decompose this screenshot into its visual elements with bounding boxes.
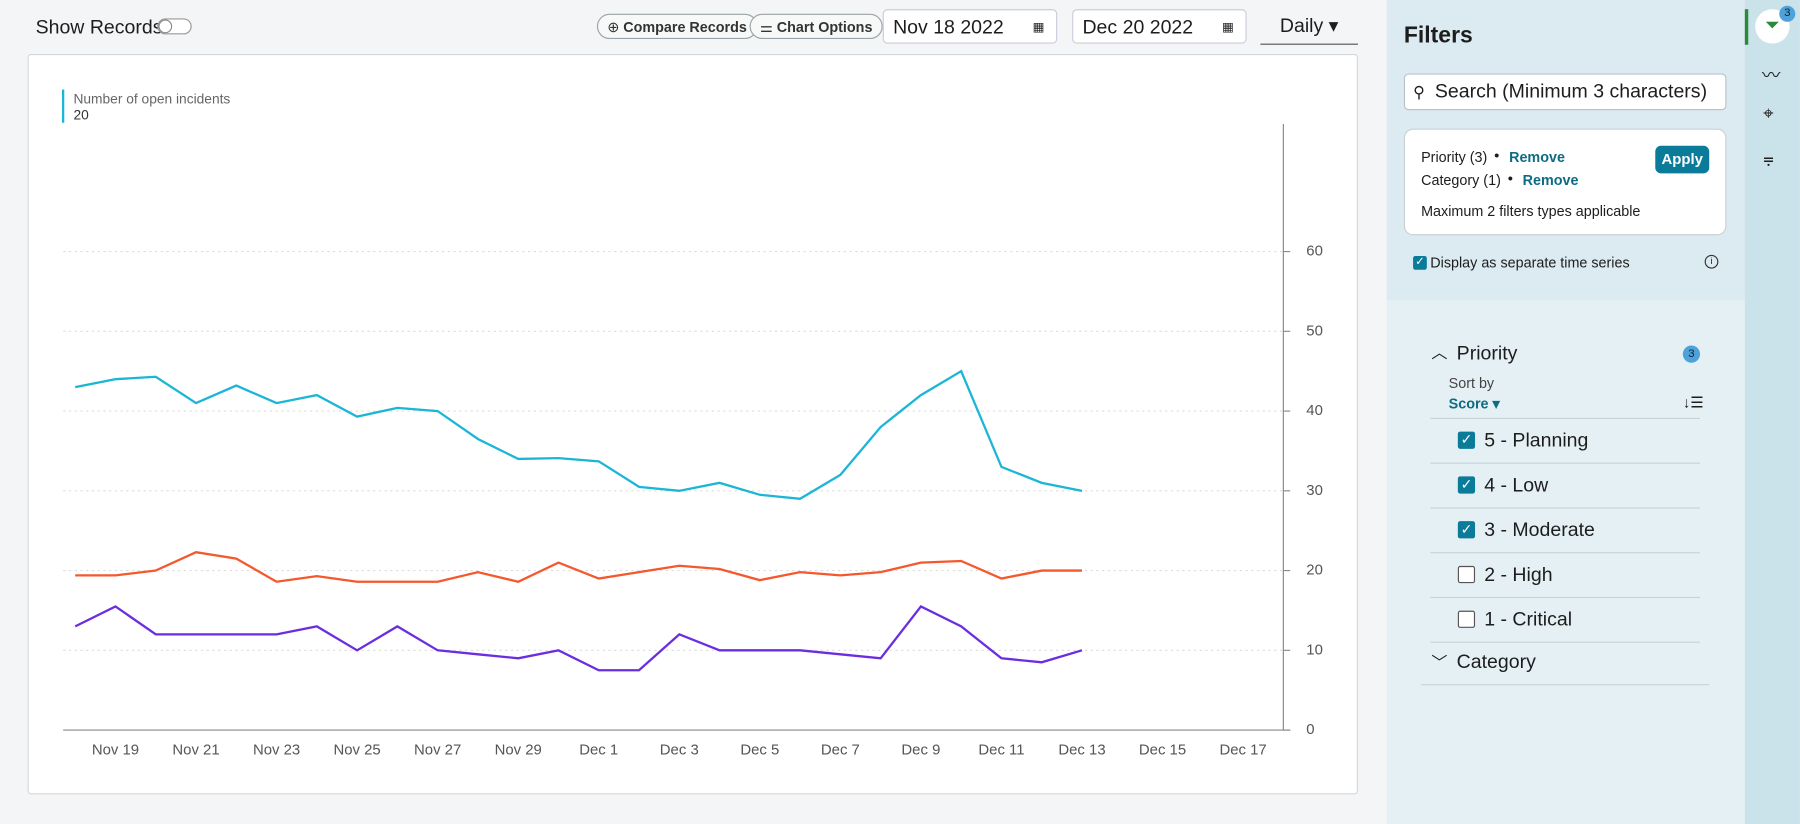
filters-body [1386, 300, 1745, 824]
separate-label: Display as separate time series [1430, 254, 1630, 271]
chart-options-label: Chart Options [776, 19, 873, 36]
priority-count: 3 [1682, 345, 1701, 363]
divider [1430, 417, 1701, 419]
icon-rail [1744, 0, 1800, 824]
x-tick-label: Dec 15 [1139, 742, 1186, 759]
annotate-tab[interactable]: ⩦ [1763, 149, 1774, 169]
divider [1421, 684, 1710, 686]
sort-by-label: Sort by [1448, 375, 1495, 392]
x-tick-label: Nov 21 [172, 742, 219, 759]
compare-label: Compare Records [623, 19, 747, 36]
chart-card [27, 53, 1358, 795]
option-checkbox[interactable]: ✓ [1457, 476, 1476, 494]
y-tick-label: 10 [1306, 641, 1323, 658]
option-row [1430, 463, 1701, 509]
filter-note: Maximum 2 filters types applicable [1421, 203, 1641, 220]
option-label: 1 - Critical [1484, 608, 1573, 631]
expand-icon[interactable]: ﹀ [1431, 653, 1448, 672]
remove-link[interactable]: Remove [1509, 149, 1565, 166]
series-line [74, 605, 1083, 672]
filters-title: Filters [1403, 22, 1473, 49]
collapse-icon[interactable]: ︿ [1431, 343, 1448, 362]
series-line [74, 369, 1083, 500]
active-indicator [1744, 9, 1749, 45]
target-tab[interactable]: ⌖ [1763, 104, 1774, 124]
search-placeholder: Search (Minimum 3 characters) [1434, 80, 1708, 103]
end-date-text: Dec 20 2022 [1082, 16, 1194, 38]
applied-filter: Priority (3) [1421, 149, 1488, 166]
info-icon[interactable]: i [1704, 254, 1719, 269]
y-tick-label: 60 [1306, 243, 1323, 260]
option-row [1430, 597, 1701, 643]
chart-options-button[interactable]: ⚌ Chart Options [749, 13, 883, 40]
remove-link[interactable]: Remove [1522, 172, 1579, 189]
filter-badge: 3 [1779, 5, 1796, 22]
sort-field-text: Score [1448, 396, 1489, 413]
x-tick-label: Dec 7 [821, 742, 860, 759]
y-tick-label: 20 [1306, 562, 1323, 579]
option-row [1430, 552, 1701, 599]
separate-checkbox[interactable]: ✓ [1413, 255, 1427, 270]
y-tick-label: 0 [1306, 721, 1314, 738]
option-checkbox[interactable]: ✓ [1457, 521, 1476, 539]
option-label: 4 - Low [1484, 474, 1549, 496]
x-tick-label: Dec 17 [1219, 742, 1266, 759]
x-tick-label: Nov 23 [253, 742, 300, 759]
x-tick-label: Nov 29 [495, 742, 542, 759]
option-checkbox[interactable] [1457, 565, 1476, 584]
start-date[interactable]: Nov 18 2022 ▦ [882, 9, 1058, 44]
x-tick-label: Dec 1 [579, 742, 618, 759]
interval-text: Daily [1279, 14, 1324, 37]
legend-value: 20 [73, 108, 89, 123]
search-box[interactable]: ⚲ Search (Minimum 3 characters) [1403, 73, 1727, 111]
option-label: 5 - Planning [1484, 429, 1589, 452]
option-label: 3 - Moderate [1484, 518, 1595, 541]
x-tick-label: Nov 25 [333, 742, 380, 759]
interval-select[interactable]: Daily ▾ [1260, 9, 1358, 45]
toggle[interactable] [157, 18, 192, 35]
chart: Number of open incidents 20 0 10 20 30 40 50 6… [61, 89, 1323, 759]
y-tick-label: 30 [1306, 482, 1323, 499]
category-title: Category [1456, 650, 1536, 673]
priority-title: Priority [1456, 342, 1518, 364]
bullet: • [1494, 146, 1500, 165]
trend-tab[interactable]: 〰 [1762, 66, 1781, 87]
apply-button[interactable]: Apply [1655, 145, 1710, 174]
bullet: • [1507, 169, 1513, 188]
x-tick-label: Dec 9 [901, 742, 940, 759]
x-tick-label: Nov 27 [414, 742, 461, 759]
x-tick-label: Dec 11 [978, 742, 1024, 759]
sort-icon[interactable]: ↓☰ [1682, 393, 1704, 411]
option-checkbox[interactable] [1457, 610, 1476, 628]
x-tick-label: Dec 13 [1058, 742, 1105, 759]
x-tick-label: Dec 5 [740, 742, 779, 759]
series-line [75, 551, 1082, 583]
show-records-label: Show Records [35, 16, 163, 38]
y-tick-label: 40 [1306, 402, 1323, 419]
option-checkbox[interactable]: ✓ [1457, 431, 1476, 449]
x-tick-label: Nov 19 [92, 742, 139, 759]
option-row [1430, 507, 1701, 554]
sort-field[interactable]: Score ▾ [1448, 396, 1500, 413]
x-tick-label: Dec 3 [660, 742, 699, 759]
option-label: 2 - High [1484, 563, 1553, 586]
option-row [1430, 418, 1701, 464]
start-date-text: Nov 18 2022 [893, 16, 1004, 38]
y-tick-label: 50 [1306, 322, 1323, 339]
applied-filter: Category (1) [1421, 172, 1501, 189]
end-date[interactable]: Dec 20 2022 ▦ [1072, 9, 1247, 44]
legend-label: Number of open incidents [73, 92, 230, 107]
